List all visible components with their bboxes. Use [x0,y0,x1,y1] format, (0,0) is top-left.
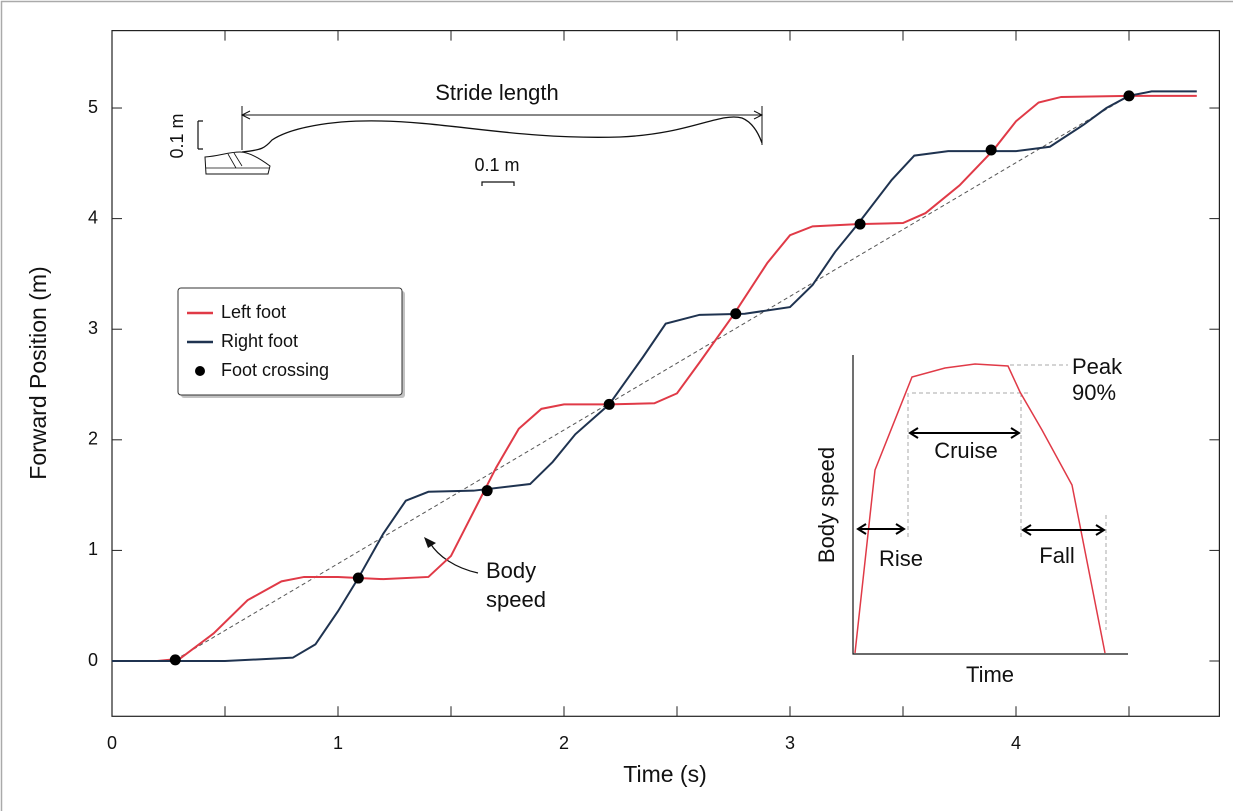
crossing-point [854,218,866,230]
legend-box [177,287,403,396]
rise-arrow [856,523,906,535]
plot-frame [111,30,1221,717]
x-axis-label: Time (s) [623,761,706,787]
shoe-detail [206,152,269,169]
annotation-arrow [429,542,479,574]
crossing-point [1123,90,1135,102]
crossing-point [985,144,997,156]
body-speed-line [175,95,1130,661]
scale-label: 0.1 m [474,155,519,175]
annotation: Body [486,558,536,583]
inset-y-label: Body speed [814,447,839,563]
y-tick-label: 5 [88,97,98,117]
y-tick-label: 2 [88,429,98,449]
y-tick-label: 0 [88,650,98,670]
shoe-icon [204,151,271,175]
inset-axes [852,355,1128,655]
x-tick-label: 2 [559,733,569,753]
fall-arrow [1021,524,1106,536]
x-tick-label: 3 [785,733,795,753]
annotation: speed [486,587,546,612]
threshold-label: 90% [1072,380,1116,405]
inset-x-label: Time [966,662,1014,687]
crossing-point [730,308,742,320]
speed-profile [854,363,1106,654]
legend-label: Right foot [221,331,298,351]
legend [177,287,405,398]
foot-trajectory [241,116,763,153]
annotation-arrowhead [424,537,436,548]
speed-inset [852,355,1128,655]
legend-label: Left foot [221,302,286,322]
peak-label: Peak [1072,354,1123,379]
cruise-label: Cruise [934,438,998,463]
crossing-point [481,485,493,497]
series-line [112,90,1197,663]
crossing-point [603,398,615,410]
scale-label: 0.1 m [167,113,187,158]
scale-bar [481,181,515,186]
legend-marker [195,366,205,376]
rise-label: Rise [879,546,923,571]
y-tick-label: 1 [88,539,98,559]
crossing-point [169,654,181,666]
y-tick-label: 3 [88,318,98,338]
x-tick-label: 1 [333,733,343,753]
scale-bar [198,120,203,150]
cruise-arrow [908,427,1021,439]
stride-inset [197,106,764,186]
legend-label: Foot crossing [221,360,329,380]
x-tick-label: 4 [1011,733,1021,753]
crossing-point [352,572,364,584]
x-tick-label: 0 [107,733,117,753]
stride-title: Stride length [435,80,559,105]
y-axis-label: Forward Position (m) [25,266,51,479]
y-tick-label: 4 [88,207,98,227]
fall-label: Fall [1039,543,1074,568]
series-line [112,94,1197,663]
